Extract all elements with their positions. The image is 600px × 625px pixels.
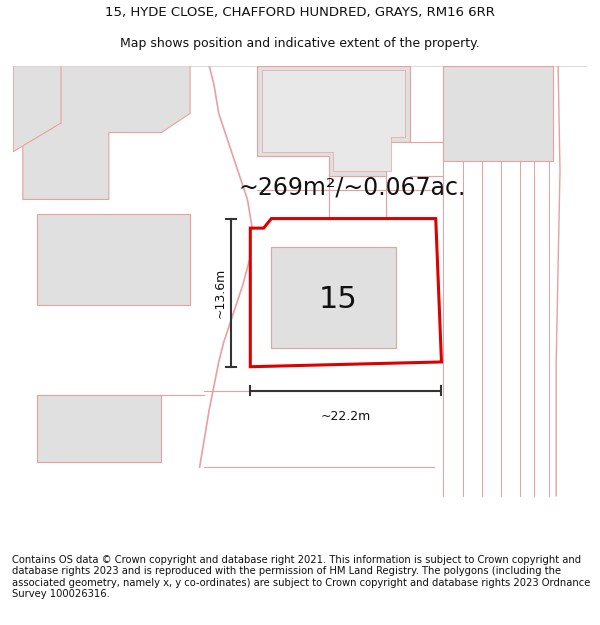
Text: ~22.2m: ~22.2m xyxy=(321,410,371,422)
Polygon shape xyxy=(257,66,410,176)
Bar xyxy=(271,248,395,348)
Polygon shape xyxy=(23,66,190,199)
Polygon shape xyxy=(250,219,442,367)
Polygon shape xyxy=(13,66,61,152)
Text: 15, HYDE CLOSE, CHAFFORD HUNDRED, GRAYS, RM16 6RR: 15, HYDE CLOSE, CHAFFORD HUNDRED, GRAYS,… xyxy=(105,6,495,19)
Text: ~13.6m: ~13.6m xyxy=(213,268,226,318)
Text: ~269m²/~0.067ac.: ~269m²/~0.067ac. xyxy=(239,176,466,199)
Polygon shape xyxy=(262,71,405,171)
Text: Map shows position and indicative extent of the property.: Map shows position and indicative extent… xyxy=(120,38,480,51)
Polygon shape xyxy=(443,66,553,161)
Polygon shape xyxy=(37,214,190,304)
Polygon shape xyxy=(37,396,161,462)
Text: Contains OS data © Crown copyright and database right 2021. This information is : Contains OS data © Crown copyright and d… xyxy=(12,554,590,599)
Text: 15: 15 xyxy=(319,286,358,314)
